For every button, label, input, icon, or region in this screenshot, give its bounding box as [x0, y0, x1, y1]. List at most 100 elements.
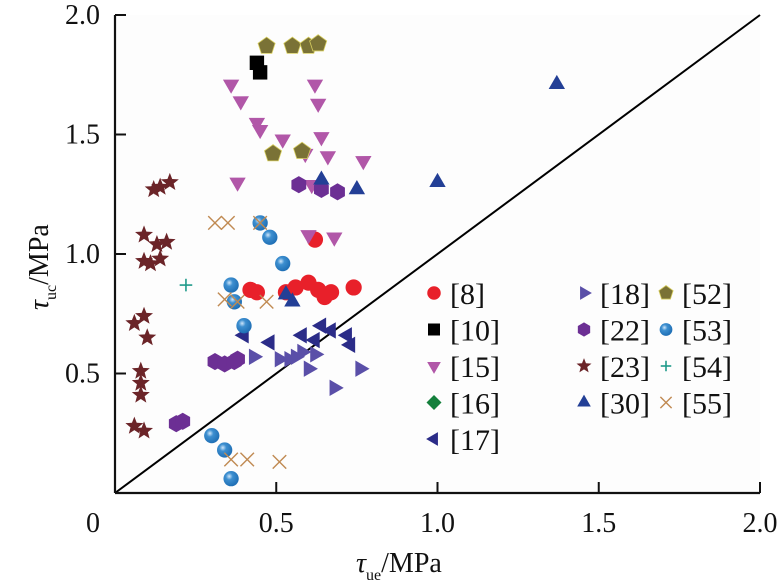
data-point — [226, 294, 242, 310]
data-point — [179, 278, 193, 292]
data-point — [207, 215, 223, 231]
svg-text:τuc/MPa: τuc/MPa — [24, 224, 60, 310]
data-point — [151, 249, 170, 267]
legend-marker-icon — [427, 362, 441, 374]
series-10 — [249, 55, 268, 80]
legend-label: [23] — [600, 351, 650, 384]
data-point — [223, 277, 239, 293]
legend-label: [52] — [682, 278, 732, 311]
legend-label: [8] — [450, 278, 485, 311]
data-point — [355, 360, 370, 377]
legend-label: [18] — [600, 278, 650, 311]
series-22 — [168, 176, 345, 433]
legend-label: [10] — [450, 315, 500, 348]
data-point — [297, 343, 312, 361]
legend-item-17: [17] — [426, 424, 500, 457]
data-point — [330, 183, 345, 201]
legend-item-16: [16] — [426, 388, 500, 421]
data-point — [131, 385, 150, 403]
data-point — [229, 177, 246, 192]
data-point — [230, 350, 245, 368]
legend-marker-icon — [577, 394, 591, 407]
data-point — [293, 141, 312, 159]
y-tick-label: 2.0 — [65, 0, 100, 31]
legend-item-55: [55] — [659, 388, 732, 421]
data-point — [300, 230, 317, 245]
x-tick-label: 1.5 — [581, 508, 616, 539]
data-point — [135, 421, 154, 439]
y-axis-symbol: τ — [24, 299, 55, 310]
data-point — [138, 328, 157, 346]
data-point — [311, 317, 327, 334]
series-23 — [125, 172, 179, 439]
data-point — [223, 452, 239, 467]
y-ticks: 0.5 1.0 1.5 2.0 — [65, 0, 126, 390]
data-point — [248, 117, 266, 132]
x-tick-label: 0.5 — [259, 508, 294, 539]
legend-label: [16] — [450, 388, 500, 421]
data-point — [151, 177, 170, 195]
data-point — [236, 318, 252, 334]
series-17 — [234, 317, 356, 353]
data-point — [131, 373, 150, 391]
data-point — [222, 79, 240, 94]
data-point — [147, 234, 166, 253]
data-point — [135, 306, 154, 324]
series-53 — [204, 215, 291, 487]
data-point — [291, 176, 307, 194]
series-30 — [277, 74, 566, 307]
data-point — [259, 294, 274, 310]
data-point — [125, 313, 144, 331]
data-point — [313, 170, 330, 185]
legend-marker-icon — [428, 323, 440, 336]
series-55 — [207, 215, 287, 470]
data-point — [125, 416, 144, 434]
data-point — [309, 98, 327, 113]
data-point — [337, 327, 352, 344]
legend-marker-icon — [576, 358, 592, 373]
x-ticks: 0.5 1.0 1.5 2.0 — [259, 482, 778, 539]
data-point — [348, 180, 366, 195]
x-axis-title: τue/MPa — [356, 548, 442, 584]
legend-item-15: [15] — [427, 351, 500, 384]
data-point — [274, 350, 289, 368]
data-point — [274, 134, 291, 149]
legend-marker-icon — [659, 323, 673, 336]
data-point — [251, 124, 269, 140]
legend: [8] [10][15] [16][17] [18] [22][23] [30] [52] [… — [426, 278, 732, 457]
data-point — [239, 452, 255, 467]
data-point — [310, 346, 325, 363]
data-point — [309, 34, 328, 52]
y-axis-unit: /MPa — [24, 224, 55, 285]
data-point — [548, 74, 566, 90]
data-point — [326, 232, 343, 247]
data-point — [287, 279, 304, 296]
legend-marker-icon — [426, 395, 442, 410]
data-point — [217, 292, 232, 307]
y-tick-label: 1.5 — [65, 120, 100, 151]
data-point — [248, 348, 264, 365]
legend-marker-icon — [427, 286, 441, 300]
y-tick-label: 1.0 — [65, 239, 100, 270]
x-axis-unit: /MPa — [381, 548, 442, 579]
legend-item-18: [18] — [580, 278, 650, 311]
legend-item-23: [23] — [576, 351, 650, 384]
data-point — [135, 251, 154, 269]
data-point — [283, 36, 302, 54]
legend-label: [22] — [600, 315, 650, 348]
data-point — [141, 254, 160, 272]
data-point — [131, 361, 150, 379]
data-point — [329, 379, 344, 397]
series-54 — [179, 278, 193, 292]
legend-marker-icon — [660, 360, 672, 372]
legend-item-52: [52] — [658, 278, 732, 311]
data-point — [314, 180, 329, 199]
legend-item-30: [30] — [577, 388, 650, 421]
reference-line-y-equals-x — [114, 14, 761, 494]
data-point — [303, 360, 318, 377]
legend-item-54: [54] — [660, 351, 732, 384]
data-point — [204, 427, 220, 444]
data-point — [232, 96, 249, 111]
legend-item-53: [53] — [659, 315, 732, 348]
